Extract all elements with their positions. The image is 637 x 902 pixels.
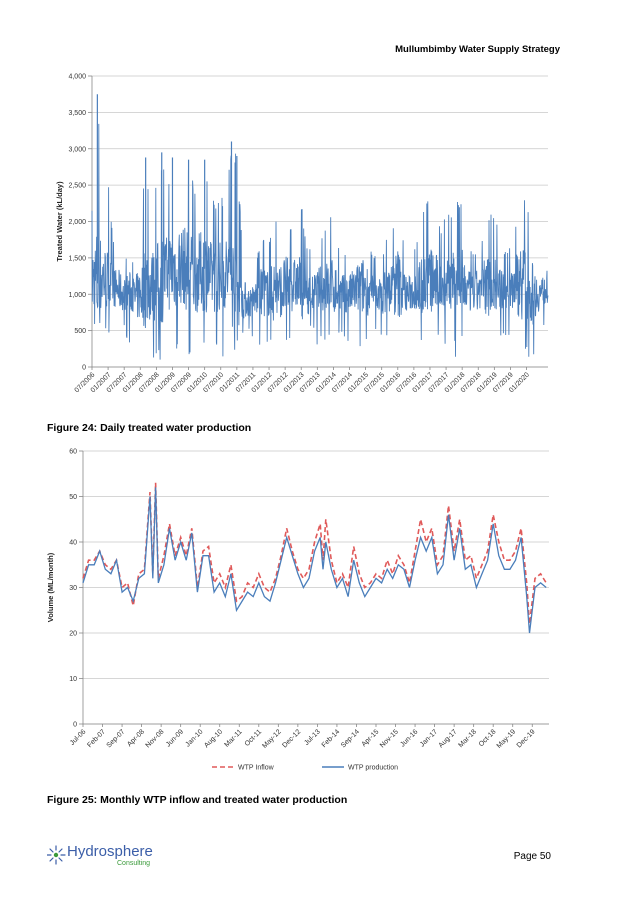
y-tick-label: 500 xyxy=(74,328,86,335)
y-tick-label: 50 xyxy=(69,494,77,501)
x-tick-label: May-12 xyxy=(261,728,283,750)
y-tick-label: 10 xyxy=(69,676,77,683)
x-tick-label: May-19 xyxy=(496,728,518,750)
x-tick-label: Nov-08 xyxy=(145,728,166,749)
x-tick-label: Dec-19 xyxy=(516,728,537,749)
x-tick-label: Jan-10 xyxy=(185,728,205,748)
y-tick-label: 60 xyxy=(69,449,77,456)
y-tick-label: 0 xyxy=(73,722,77,729)
x-tick-label: Jul-06 xyxy=(69,728,88,747)
x-tick-label: Sep-14 xyxy=(340,728,361,749)
x-tick-label: Dec-12 xyxy=(281,728,302,749)
daily-production-line xyxy=(91,123,549,360)
figure-25-caption: Figure 25: Monthly WTP inflow and treate… xyxy=(47,794,348,806)
x-tick-label: Sep-07 xyxy=(106,728,127,749)
x-tick-label: Mar-18 xyxy=(457,728,478,749)
y-tick-label: 3,500 xyxy=(68,110,86,117)
y-tick-label: 2,000 xyxy=(68,219,86,226)
logo-burst-icon xyxy=(47,845,66,865)
x-tick-label: Jul-13 xyxy=(303,728,322,747)
wtp-production-line xyxy=(82,487,547,634)
y-tick-label: 2,500 xyxy=(68,183,86,190)
x-tick-label: Jun-09 xyxy=(165,728,185,748)
y-tick-label: 3,000 xyxy=(68,146,86,153)
x-tick-label: Mar-11 xyxy=(223,728,243,748)
x-tick-label: Jan-17 xyxy=(419,728,439,748)
y-tick-label: 0 xyxy=(82,365,86,372)
page-header-title: Mullumbimby Water Supply Strategy xyxy=(395,44,560,55)
daily-treated-water-chart: 05001,0001,5002,0002,5003,0003,5004,0000… xyxy=(55,74,549,394)
logo-subtext: Consulting xyxy=(117,860,151,867)
y-axis-label: Volume (ML/month) xyxy=(46,552,55,622)
logo-text: Hydrosphere xyxy=(67,843,153,860)
page-number: Page 50 xyxy=(513,851,551,862)
x-tick-label: Feb-07 xyxy=(86,728,107,749)
y-tick-label: 1,500 xyxy=(68,255,86,262)
x-tick-label: Aug-10 xyxy=(203,728,224,749)
legend-label: WTP production xyxy=(348,765,398,772)
y-tick-label: 30 xyxy=(69,585,77,592)
x-tick-label: Feb-14 xyxy=(321,728,342,749)
y-tick-label: 20 xyxy=(69,631,77,638)
y-tick-label: 40 xyxy=(69,540,77,547)
x-tick-label: Nov-15 xyxy=(379,728,400,749)
hydrosphere-logo xyxy=(47,845,66,865)
x-tick-label: Jun-16 xyxy=(399,728,419,748)
x-tick-label: Apr-15 xyxy=(361,728,381,748)
legend-label: WTP Inflow xyxy=(238,765,275,772)
x-tick-label: Apr-08 xyxy=(126,728,146,748)
x-tick-label: Aug-17 xyxy=(438,728,459,749)
y-tick-label: 4,000 xyxy=(68,74,86,81)
figure-24-caption: Figure 24: Daily treated water productio… xyxy=(47,422,252,434)
y-tick-label: 1,000 xyxy=(68,292,86,299)
y-axis-label: Treated Water (kL/day) xyxy=(55,181,64,262)
